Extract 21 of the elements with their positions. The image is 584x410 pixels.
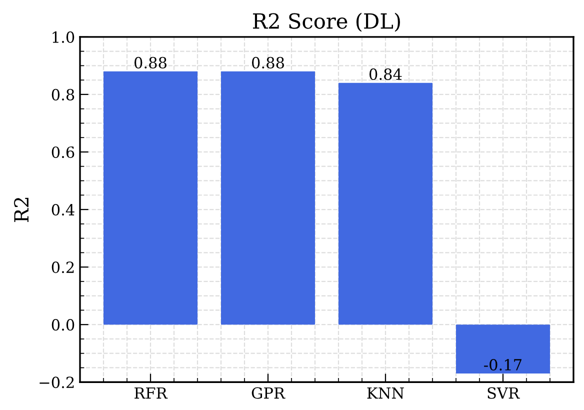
- data-label: 0.88: [134, 56, 166, 68]
- y-axis-title: R2: [14, 198, 28, 222]
- bar: [456, 324, 550, 374]
- bar: [338, 82, 432, 325]
- x-tick-label: GPR: [252, 387, 286, 399]
- x-tick-label: SVR: [488, 387, 520, 399]
- y-tick-label: 0.8: [52, 88, 74, 100]
- y-tick-label: 0.0: [52, 319, 74, 331]
- data-label: -0.17: [484, 358, 522, 371]
- data-label: 0.88: [252, 56, 284, 68]
- y-tick-label: 0.4: [52, 204, 74, 216]
- y-tick-label: 0.2: [52, 262, 74, 274]
- x-tick-label: KNN: [367, 387, 404, 399]
- bar: [221, 71, 315, 325]
- bar: [104, 71, 198, 325]
- x-tick-label: RFR: [134, 387, 168, 399]
- data-label: 0.84: [369, 68, 402, 80]
- y-tick-label: −0.2: [40, 376, 74, 388]
- y-tick-label: 1.0: [52, 31, 74, 43]
- chart-title: R2 Score (DL): [253, 12, 400, 32]
- y-tick-label: 0.6: [52, 146, 74, 158]
